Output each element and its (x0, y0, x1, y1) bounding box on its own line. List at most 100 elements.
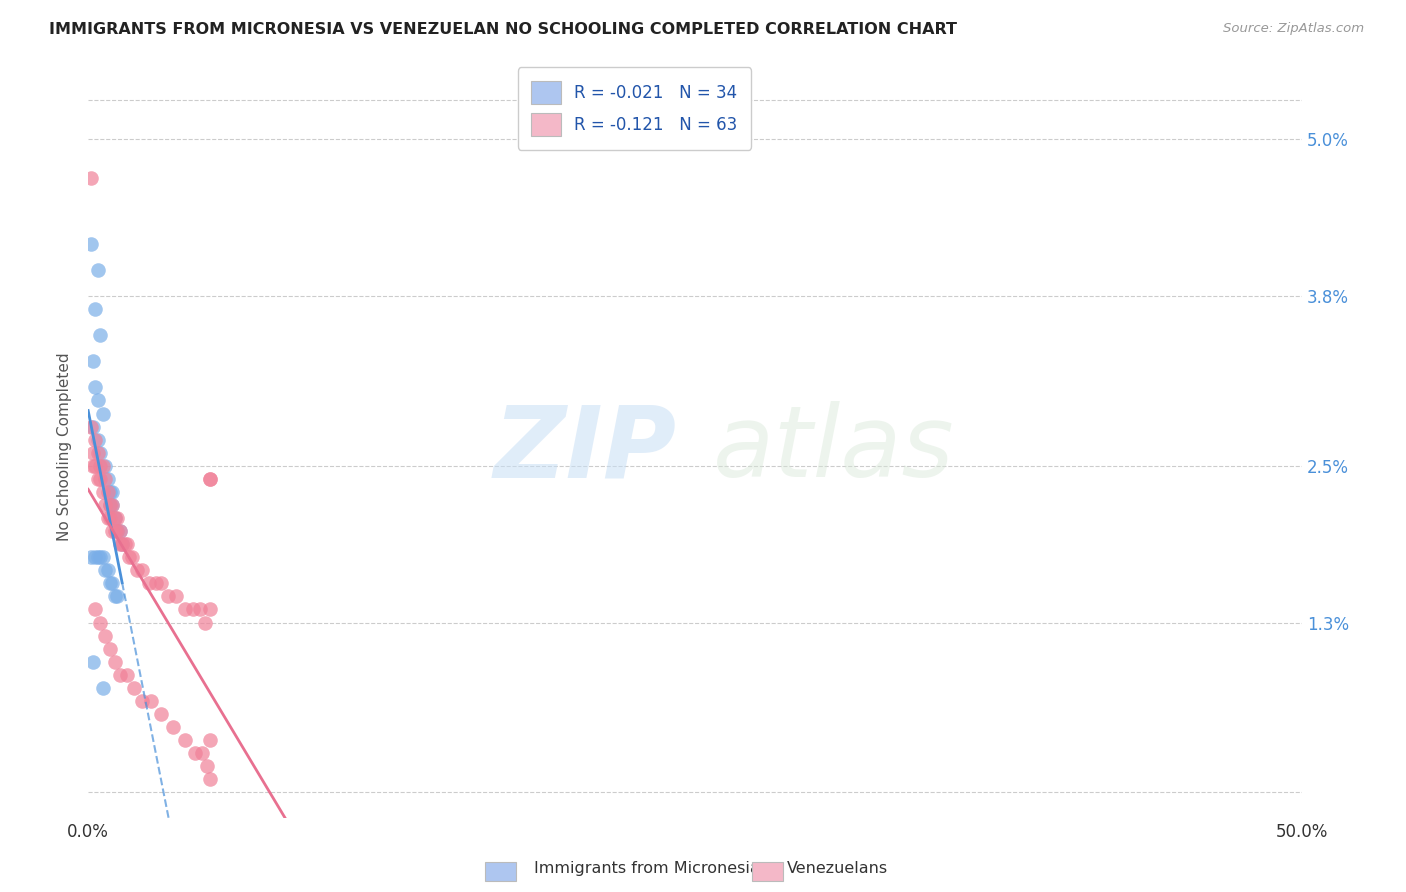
Point (104, 524, 127, 538)
Point (122, 681, 145, 695)
Point (89, 615, 111, 630)
Point (89, 446, 111, 460)
Point (91, 681, 114, 695)
Point (98, 576, 121, 591)
Point (121, 550, 143, 565)
Point (141, 694, 163, 708)
Point (84, 433, 107, 447)
Point (82, 354, 104, 368)
Point (149, 706, 172, 721)
Point (104, 511, 127, 525)
Point (114, 537, 136, 551)
Point (198, 472, 221, 486)
Point (91, 407, 114, 421)
Point (188, 602, 211, 616)
Point (101, 524, 124, 538)
Point (115, 667, 138, 681)
Point (105, 524, 128, 538)
Point (104, 590, 127, 604)
Point (84, 458, 107, 473)
Point (108, 537, 131, 551)
Point (138, 576, 160, 591)
Point (105, 524, 128, 538)
Point (108, 524, 131, 538)
Point (94, 472, 117, 486)
Point (79, 550, 101, 565)
Point (104, 655, 127, 669)
Point (104, 511, 127, 525)
Point (194, 615, 217, 630)
Point (89, 458, 111, 473)
Point (97, 484, 120, 499)
Point (111, 537, 134, 551)
Point (108, 667, 131, 681)
Point (97, 563, 120, 577)
Point (87, 393, 110, 408)
Point (84, 301, 107, 316)
Point (162, 720, 184, 734)
Point (87, 446, 110, 460)
Point (98, 498, 121, 512)
Point (115, 537, 138, 551)
Point (111, 537, 134, 551)
Point (184, 746, 207, 760)
Point (79, 236, 101, 251)
Point (195, 759, 218, 773)
Text: ZIP: ZIP (494, 401, 676, 499)
Point (84, 602, 107, 616)
Point (82, 419, 104, 434)
Text: Immigrants from Micronesia: Immigrants from Micronesia (534, 861, 761, 876)
Point (87, 263, 110, 277)
Point (165, 590, 187, 604)
Point (125, 563, 148, 577)
Point (105, 590, 128, 604)
Point (89, 328, 111, 343)
Point (101, 484, 124, 499)
Point (84, 380, 107, 394)
Point (198, 472, 221, 486)
Point (98, 498, 121, 512)
Text: IMMIGRANTS FROM MICRONESIA VS VENEZUELAN NO SCHOOLING COMPLETED CORRELATION CHAR: IMMIGRANTS FROM MICRONESIA VS VENEZUELAN… (49, 22, 957, 37)
Text: Venezuelans: Venezuelans (787, 861, 889, 876)
Point (94, 498, 117, 512)
Point (94, 629, 117, 643)
Point (149, 576, 172, 591)
Point (98, 641, 121, 656)
Point (131, 563, 153, 577)
Text: Source: ZipAtlas.com: Source: ZipAtlas.com (1223, 22, 1364, 36)
Point (157, 590, 180, 604)
Point (82, 458, 104, 473)
Point (101, 498, 124, 512)
Point (97, 511, 120, 525)
Point (84, 550, 107, 565)
Point (94, 563, 117, 577)
Point (101, 576, 124, 591)
Point (82, 655, 104, 669)
Point (87, 433, 110, 447)
Legend: R = -0.021   N = 34, R = -0.121   N = 63: R = -0.021 N = 34, R = -0.121 N = 63 (517, 68, 751, 150)
Point (174, 602, 197, 616)
Point (105, 511, 128, 525)
Point (98, 484, 121, 499)
Point (91, 550, 114, 565)
Point (87, 550, 110, 565)
Point (118, 550, 141, 565)
Point (198, 602, 221, 616)
Point (94, 458, 117, 473)
Point (145, 576, 167, 591)
Point (181, 602, 204, 616)
Text: atlas: atlas (713, 401, 955, 499)
Point (198, 733, 221, 747)
Point (101, 498, 124, 512)
Point (79, 171, 101, 186)
Point (191, 746, 214, 760)
Point (89, 472, 111, 486)
Point (174, 733, 197, 747)
Point (97, 472, 120, 486)
Point (98, 511, 121, 525)
Y-axis label: No Schooling Completed: No Schooling Completed (58, 351, 72, 541)
Point (89, 550, 111, 565)
Point (108, 524, 131, 538)
Point (91, 458, 114, 473)
Point (82, 446, 104, 460)
